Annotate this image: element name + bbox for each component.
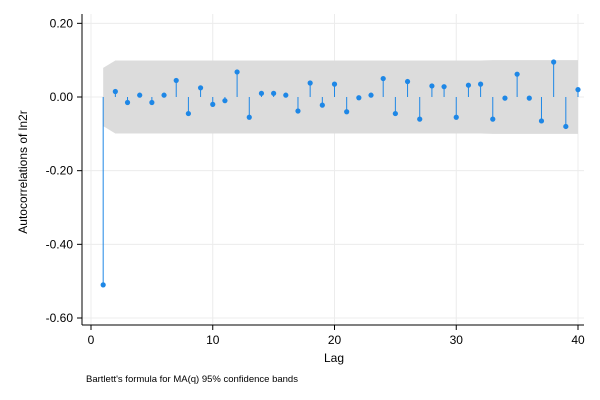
acf-point — [112, 88, 118, 95]
y-tick-label: 0.00 — [50, 90, 74, 104]
y-tick-label: -0.40 — [46, 237, 74, 251]
acf-point — [222, 98, 228, 104]
acf-point — [404, 78, 411, 85]
acf-point — [173, 77, 179, 84]
acf-point — [161, 92, 167, 98]
acf-point — [271, 90, 277, 96]
acf-point — [429, 83, 435, 89]
acf-point — [137, 92, 143, 98]
acf-point — [465, 82, 472, 88]
acf-point — [417, 116, 423, 122]
acf-point — [453, 114, 459, 120]
acf-point — [478, 81, 484, 87]
x-tick-label: 20 — [328, 333, 342, 347]
acf-point — [234, 69, 240, 75]
acf-point — [368, 92, 374, 98]
confidence-band — [103, 60, 579, 134]
acf-point — [210, 101, 216, 107]
acf-point — [246, 114, 252, 120]
acf-point — [124, 99, 131, 106]
acf-point — [344, 109, 350, 115]
acf-point — [283, 92, 289, 98]
y-axis-title: Autocorrelations of ln2r — [16, 110, 30, 233]
acf-markers — [100, 59, 581, 288]
acf-point — [319, 102, 325, 108]
y-tick-label: -0.60 — [46, 311, 74, 325]
acf-point — [331, 81, 338, 87]
x-axis-title: Lag — [324, 351, 344, 365]
acf-point — [441, 84, 447, 90]
confidence-band-note: Bartlett's formula for MA(q) 95% confide… — [86, 374, 298, 385]
y-tick-label: -0.20 — [46, 164, 74, 178]
axes — [77, 14, 584, 330]
acf-point — [514, 71, 520, 77]
acf-point — [197, 85, 204, 91]
acf-point — [502, 95, 508, 101]
acf-point — [538, 118, 545, 124]
acf-point — [575, 87, 581, 93]
acf-point — [551, 59, 557, 65]
acf-point — [149, 99, 155, 106]
acf-point — [563, 123, 569, 130]
x-tick-label: 10 — [206, 333, 220, 347]
x-tick-label: 30 — [450, 333, 464, 347]
confidence-band-layer — [103, 60, 579, 134]
acf-point — [380, 75, 386, 82]
acf-point — [307, 80, 313, 86]
x-tick-label: 0 — [88, 333, 95, 347]
acf-point — [392, 110, 398, 117]
tick-labels: 0.20 0.00 -0.20 -0.40 -0.60 0 10 20 30 40 — [46, 16, 585, 347]
acf-point — [356, 95, 362, 101]
acf-point — [100, 282, 106, 288]
acf-point — [185, 110, 191, 117]
acf-point — [295, 108, 301, 114]
acf-point — [258, 90, 265, 96]
acf-point — [526, 95, 532, 101]
acf-point — [490, 116, 496, 122]
x-tick-label: 40 — [571, 333, 585, 347]
y-tick-label: 0.20 — [50, 16, 74, 30]
